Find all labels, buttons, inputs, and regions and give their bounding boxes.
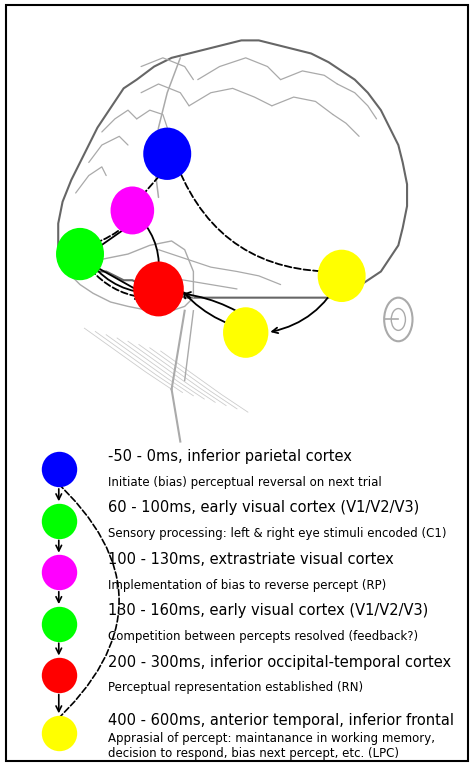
Text: 60 - 100ms, early visual cortex (V1/V2/V3): 60 - 100ms, early visual cortex (V1/V2/V… xyxy=(108,500,419,516)
FancyArrowPatch shape xyxy=(177,167,339,272)
FancyArrowPatch shape xyxy=(140,169,165,198)
Point xyxy=(55,727,63,739)
Text: 130 - 160ms, early visual cortex (V1/V2/V3): 130 - 160ms, early visual cortex (V1/V2/… xyxy=(108,604,428,618)
Point xyxy=(55,669,63,681)
FancyArrowPatch shape xyxy=(135,213,162,271)
Ellipse shape xyxy=(56,228,104,280)
Text: Competition between percepts resolved (feedback?): Competition between percepts resolved (f… xyxy=(108,630,418,643)
Ellipse shape xyxy=(143,128,191,180)
Text: 200 - 300ms, inferior occipital-temporal cortex: 200 - 300ms, inferior occipital-temporal… xyxy=(108,655,451,669)
Text: Apprasial of percept: maintanance in working memory,
decision to respond, bias n: Apprasial of percept: maintanance in wor… xyxy=(108,731,435,760)
Ellipse shape xyxy=(318,249,365,302)
Text: Implementation of bias to reverse percept (RP): Implementation of bias to reverse percep… xyxy=(108,578,386,591)
Ellipse shape xyxy=(110,187,154,234)
Text: -50 - 0ms, inferior parietal cortex: -50 - 0ms, inferior parietal cortex xyxy=(108,449,352,464)
Text: 400 - 600ms, anterior temporal, inferior frontal: 400 - 600ms, anterior temporal, inferior… xyxy=(108,712,454,728)
Ellipse shape xyxy=(223,308,268,358)
FancyArrowPatch shape xyxy=(93,265,156,301)
FancyArrowPatch shape xyxy=(185,292,265,330)
FancyArrowPatch shape xyxy=(91,269,141,299)
FancyArrowPatch shape xyxy=(183,292,265,332)
Point xyxy=(55,464,63,476)
Text: Sensory processing: left & right eye stimuli encoded (C1): Sensory processing: left & right eye sti… xyxy=(108,527,447,540)
FancyArrowPatch shape xyxy=(91,226,128,252)
Point xyxy=(55,515,63,527)
Ellipse shape xyxy=(133,262,184,317)
FancyArrowPatch shape xyxy=(272,278,340,333)
Point xyxy=(55,566,63,578)
Text: 100 - 130ms, extrastriate visual cortex: 100 - 130ms, extrastriate visual cortex xyxy=(108,552,393,567)
Text: Perceptual representation established (RN): Perceptual representation established (R… xyxy=(108,682,363,695)
FancyArrowPatch shape xyxy=(86,256,145,295)
Text: Initiate (bias) perceptual reversal on next trial: Initiate (bias) perceptual reversal on n… xyxy=(108,476,382,489)
Point xyxy=(55,617,63,630)
FancyArrowPatch shape xyxy=(93,226,126,245)
